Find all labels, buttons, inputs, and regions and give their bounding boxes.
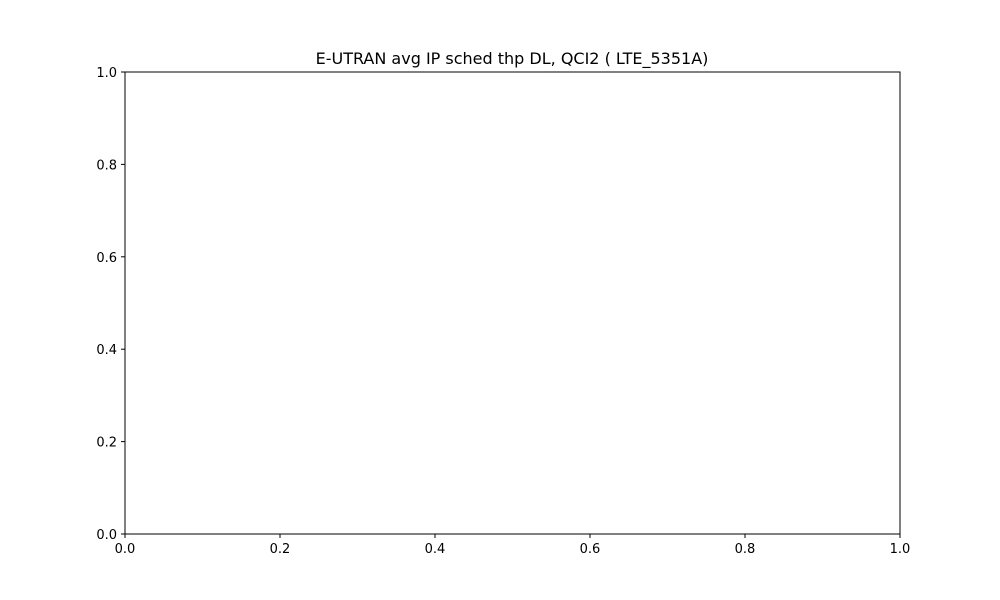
x-tick-label: 0.2 [270, 542, 291, 557]
x-tick-label: 0.8 [735, 542, 756, 557]
y-tick-label: 0.8 [96, 158, 117, 173]
y-tick-label: 0.4 [96, 343, 117, 358]
plot-frame [124, 71, 901, 535]
x-tick-label: 0.4 [425, 542, 446, 557]
x-axis: 0.0 0.2 0.4 0.6 0.8 1.0 [115, 534, 911, 557]
y-tick-label: 0.0 [96, 528, 117, 543]
y-tick-label: 1.0 [96, 66, 117, 81]
y-tick-label: 0.6 [96, 251, 117, 266]
x-tick-label: 0.0 [115, 542, 136, 557]
x-tick-label: 0.6 [580, 542, 601, 557]
y-tick-label: 0.2 [96, 436, 117, 451]
y-axis: 0.0 0.2 0.4 0.6 0.8 1.0 [96, 66, 125, 543]
x-tick-label: 1.0 [890, 542, 911, 557]
chart-title: E-UTRAN avg IP sched thp DL, QCI2 ( LTE_… [316, 49, 709, 69]
